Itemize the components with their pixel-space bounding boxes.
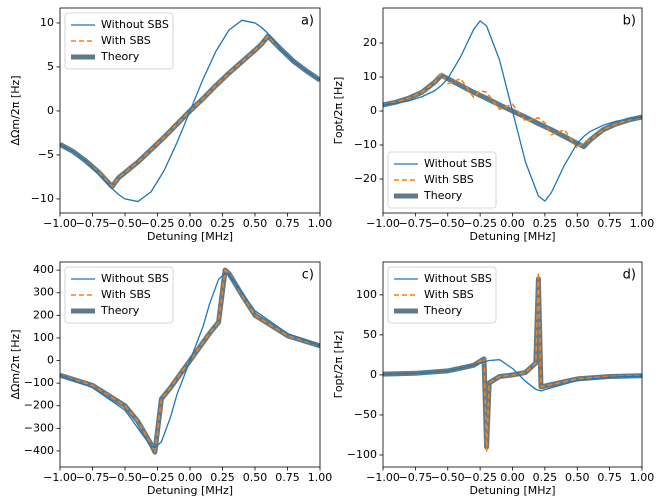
panel-label: d) (623, 268, 636, 283)
x-tick-label: 0.75 (597, 471, 622, 484)
plot-area (383, 20, 642, 202)
y-tick-label: 300 (33, 286, 54, 299)
x-tick-label: 0.00 (178, 217, 203, 230)
series-line (60, 19, 320, 203)
x-tick-label: −0.25 (141, 217, 175, 230)
x-axis-label: Detuning [MHz] (469, 230, 555, 243)
axes-frame (59, 261, 321, 468)
series-line (383, 72, 642, 150)
panel-label: b) (623, 14, 636, 29)
y-tick-label: 0 (47, 354, 54, 367)
x-tick-label: 0.75 (275, 471, 300, 484)
x-tick-label: −0.50 (108, 471, 142, 484)
legend-label: Without SBS (101, 18, 169, 31)
y-tick-label: 400 (33, 263, 54, 276)
x-tick-label: −0.25 (463, 471, 497, 484)
x-tick-label: 0.25 (210, 217, 235, 230)
legend-label: With SBS (101, 288, 151, 301)
axes-frame (382, 7, 643, 214)
y-axis-label: Γopt/2π [Hz] (332, 331, 345, 399)
legend-label: With SBS (424, 288, 474, 301)
x-tick-label: −0.50 (431, 471, 465, 484)
x-tick-label: 0.50 (243, 471, 268, 484)
y-axis-label: ΔΩm/2π [Hz] (9, 329, 22, 399)
y-tick-label: 200 (33, 308, 54, 321)
panel-label: c) (302, 268, 314, 283)
x-tick-label: −0.75 (76, 471, 110, 484)
x-tick-label: 1.00 (630, 217, 655, 230)
y-tick-label: 10 (40, 16, 54, 29)
y-tick-label: −200 (24, 399, 54, 412)
series-line (60, 269, 320, 453)
y-tick-label: 10 (363, 70, 377, 83)
x-tick-label: 0.00 (500, 217, 525, 230)
legend-label: Theory (423, 304, 463, 317)
x-tick-label: −0.75 (399, 217, 433, 230)
y-tick-label: −100 (24, 376, 54, 389)
y-tick-label: 20 (363, 36, 377, 49)
x-tick-label: 0.25 (533, 217, 558, 230)
y-tick-label: −400 (24, 444, 54, 457)
legend-label: Without SBS (424, 157, 492, 170)
legend-label: With SBS (101, 34, 151, 47)
x-tick-label: −0.50 (108, 217, 142, 230)
x-tick-label: −0.75 (76, 217, 110, 230)
y-tick-label: 0 (370, 368, 377, 381)
axes-frame (59, 7, 321, 214)
y-tick-label: 5 (47, 60, 54, 73)
x-tick-label: 1.00 (308, 471, 333, 484)
legend-label: Without SBS (424, 272, 492, 285)
y-tick-label: −10 (31, 192, 54, 205)
series-line (383, 359, 642, 392)
legend-label: Theory (100, 304, 140, 317)
x-tick-label: 0.50 (565, 217, 590, 230)
x-tick-label: 0.50 (243, 217, 268, 230)
x-tick-label: 1.00 (630, 471, 655, 484)
legend-label: Theory (423, 189, 463, 202)
axes-frame (382, 261, 643, 468)
x-tick-label: −1.00 (43, 217, 77, 230)
x-tick-label: −1.00 (366, 471, 400, 484)
plot-area (383, 271, 642, 452)
x-tick-label: −0.25 (141, 471, 175, 484)
legend-label: With SBS (424, 173, 474, 186)
legend-label: Without SBS (101, 272, 169, 285)
y-tick-label: 0 (47, 104, 54, 117)
x-tick-label: 0.75 (597, 217, 622, 230)
series-line (383, 20, 642, 202)
panel-label: a) (301, 14, 314, 29)
legend-label: Theory (100, 50, 140, 63)
y-axis-label: Γopt/2π [Hz] (332, 77, 345, 145)
y-tick-label: −100 (347, 448, 377, 461)
series-line (60, 272, 320, 449)
y-tick-label: −300 (24, 421, 54, 434)
y-tick-label: 50 (363, 328, 377, 341)
x-tick-label: 0.50 (565, 471, 590, 484)
x-tick-label: −1.00 (43, 471, 77, 484)
y-tick-label: 100 (356, 288, 377, 301)
x-tick-label: −0.75 (399, 471, 433, 484)
x-axis-label: Detuning [MHz] (147, 230, 233, 243)
x-tick-label: −1.00 (366, 217, 400, 230)
x-tick-label: 0.75 (275, 217, 300, 230)
y-tick-label: −10 (354, 138, 377, 151)
y-tick-label: −20 (354, 172, 377, 185)
plot-area (60, 19, 320, 203)
plot-area (60, 267, 320, 455)
x-tick-label: 0.25 (533, 471, 558, 484)
x-axis-label: Detuning [MHz] (469, 484, 555, 497)
y-tick-label: 0 (370, 104, 377, 117)
y-axis-label: ΔΩm/2π [Hz] (9, 75, 22, 145)
y-tick-label: −5 (38, 148, 54, 161)
y-tick-label: −50 (354, 408, 377, 421)
y-tick-label: 100 (33, 331, 54, 344)
x-axis-label: Detuning [MHz] (147, 484, 233, 497)
x-tick-label: 0.00 (500, 471, 525, 484)
x-tick-label: 0.25 (210, 471, 235, 484)
x-tick-label: −0.25 (463, 217, 497, 230)
x-tick-label: 0.00 (178, 471, 203, 484)
x-tick-label: −0.50 (431, 217, 465, 230)
x-tick-label: 1.00 (308, 217, 333, 230)
